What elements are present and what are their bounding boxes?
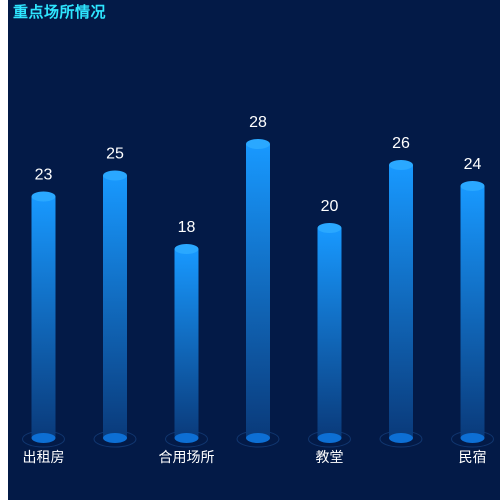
bar-top-cap <box>31 191 56 202</box>
x-tick-label: 民宿 <box>459 449 487 466</box>
labels-layer: 23 出租房 25 18 合用场所 28 20 教堂 26 24 民宿 <box>23 114 487 466</box>
bar-bottom-cap <box>317 433 342 443</box>
bar-value-label: 26 <box>392 135 410 152</box>
bar-bottom-cap <box>460 433 485 443</box>
bar-bottom-cap <box>174 433 199 443</box>
bar-bottom-cap <box>246 433 270 443</box>
key-places-panel: 重点场所情况 23 出租房 25 18 合用场所 28 20 教堂 26 24 民宿 <box>8 0 500 500</box>
bars-layer <box>22 139 494 448</box>
bar <box>31 196 56 438</box>
bar-bottom-cap <box>103 433 127 443</box>
x-tick-label: 出租房 <box>23 450 65 466</box>
bar-top-cap <box>317 223 342 233</box>
bar-value-label: 18 <box>178 219 196 236</box>
bar <box>174 249 199 438</box>
bar <box>389 165 413 438</box>
bar <box>103 175 127 438</box>
x-tick-label: 合用场所 <box>159 450 215 466</box>
key-places-bar-chart: 23 出租房 25 18 合用场所 28 20 教堂 26 24 民宿 <box>22 114 494 466</box>
bar-top-cap <box>460 181 485 191</box>
bar <box>246 144 270 438</box>
bar-value-label: 25 <box>106 146 124 163</box>
bar-value-label: 28 <box>249 114 267 131</box>
panel-title: 重点场所情况 <box>13 3 107 21</box>
bar-bottom-cap <box>31 433 56 443</box>
bar-top-cap <box>389 160 413 170</box>
bar-value-label: 20 <box>321 198 339 215</box>
bar-bottom-cap <box>389 433 413 443</box>
bar-value-label: 24 <box>464 156 482 173</box>
bar-value-label: 23 <box>35 167 53 184</box>
bar-top-cap <box>246 139 270 149</box>
x-tick-label: 教堂 <box>316 450 344 466</box>
bar-top-cap <box>174 244 199 254</box>
bar-top-cap <box>103 170 127 181</box>
bar <box>317 228 342 438</box>
bar <box>460 186 485 438</box>
